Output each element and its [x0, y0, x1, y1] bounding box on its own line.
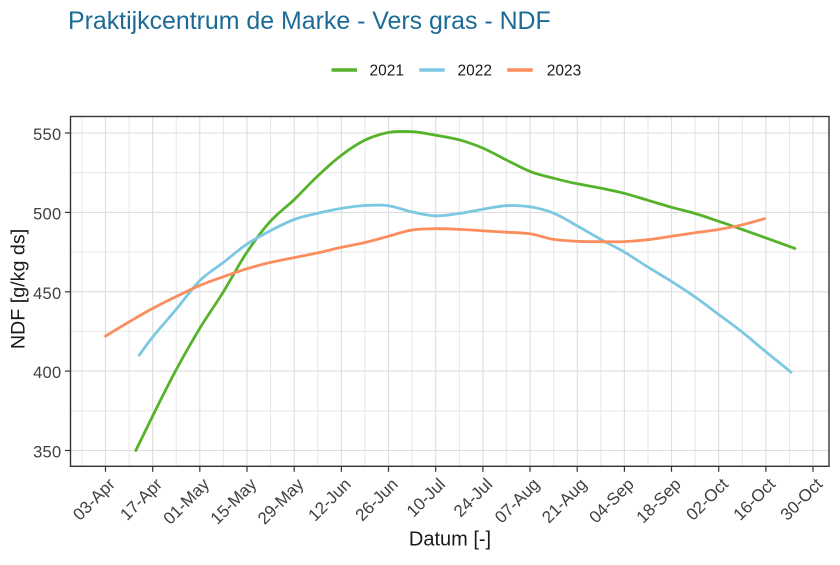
svg-text:NDF [g/kg ds]: NDF [g/kg ds]: [8, 229, 30, 349]
svg-text:350: 350: [33, 444, 61, 462]
svg-text:2023: 2023: [547, 63, 581, 80]
svg-text:2022: 2022: [458, 63, 492, 80]
svg-text:450: 450: [33, 285, 61, 303]
svg-text:400: 400: [33, 364, 61, 382]
svg-text:500: 500: [33, 206, 61, 224]
svg-text:Praktijkcentrum de Marke - Ver: Praktijkcentrum de Marke - Vers gras - N…: [68, 7, 551, 35]
svg-text:550: 550: [33, 126, 61, 144]
svg-text:2021: 2021: [370, 63, 404, 80]
svg-text:Datum [-]: Datum [-]: [409, 529, 491, 551]
